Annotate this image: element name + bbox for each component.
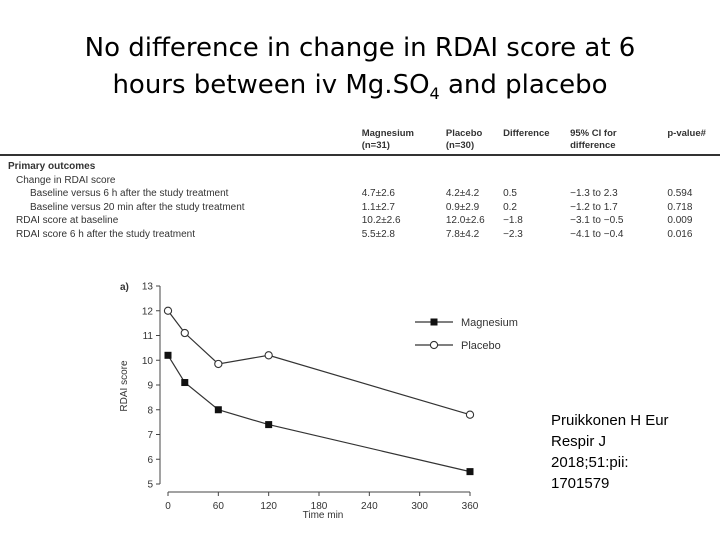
cell-difference: 0.5: [503, 188, 517, 199]
table-header-row: Magnesium (n=31) Placebo (n=30) Difference…: [0, 122, 720, 155]
cell-magnesium: 10.2±2.6: [361, 215, 401, 226]
table-row: RDAI score at baseline 10.2±2.6 12.0±2.6…: [0, 214, 720, 228]
legend-label: Placebo: [461, 340, 501, 352]
y-tick-label: 12: [142, 306, 154, 317]
data-point-magnesium: [164, 351, 172, 359]
x-tick-label: 360: [462, 501, 479, 512]
table-row: RDAI score 6 h after the study treatment…: [0, 228, 720, 242]
row-label: RDAI score 6 h after the study treatment: [16, 228, 195, 240]
data-point-magnesium: [214, 406, 222, 414]
y-tick-label: 10: [142, 356, 154, 367]
cell-ci: −1.3 to 2.3: [570, 188, 618, 199]
citation-line-1: Pruikkonen H Eur: [551, 412, 669, 429]
cell-p: 0.718: [667, 201, 693, 213]
cell-ci: −3.1 to −0.5: [570, 215, 624, 226]
y-tick-label: 6: [147, 455, 153, 466]
title-line-2-suffix: and placebo: [439, 70, 608, 100]
section-label: Primary outcomes: [8, 161, 96, 172]
x-tick-label: 0: [165, 501, 171, 512]
table-row: Baseline versus 20 min after the study t…: [0, 201, 720, 215]
y-tick-label: 9: [147, 381, 153, 392]
header-ci: 95% CI for difference: [570, 128, 617, 151]
data-point-placebo: [465, 410, 475, 419]
rdai-line-chart: a) 5 6 7 8 9 10 11 12 13 0 60 120 180 240 300 360 Magne…: [119, 282, 518, 522]
legend-marker-magnesium: [430, 318, 438, 326]
cell-magnesium: 4.7±2.6: [361, 188, 395, 199]
x-tick-label: 180: [311, 501, 328, 512]
group-row: Change in RDAI score: [0, 174, 720, 188]
x-tick-label: 300: [411, 501, 428, 512]
citation-line-2: Respir J: [551, 433, 607, 450]
cell-placebo: 7.8±4.2: [445, 228, 480, 240]
citation-line-4: 1701579: [551, 475, 610, 492]
cell-magnesium: 5.5±2.8: [361, 228, 395, 240]
header-p-value: p-value#: [667, 128, 706, 139]
data-point-placebo: [163, 306, 173, 315]
cell-difference: −1.8: [503, 215, 523, 226]
data-point-placebo: [264, 351, 273, 360]
header-magnesium: Magnesium (n=31): [361, 128, 414, 151]
row-label: Baseline versus 6 h after the study trea…: [30, 188, 229, 199]
x-tick-label: 120: [260, 501, 277, 512]
x-axis-label: Time min: [303, 510, 344, 521]
chart-legend: Magnesium Placebo: [415, 317, 518, 352]
row-label: RDAI score at baseline: [16, 215, 119, 226]
cell-placebo: 0.9±2.9: [445, 201, 480, 213]
header-blank: [0, 122, 358, 155]
cell-p: 0.016: [667, 228, 693, 240]
legend-marker-placebo: [429, 340, 439, 350]
results-table-container: Magnesium (n=31) Placebo (n=30) Difference…: [0, 122, 720, 241]
y-tick-label: 11: [143, 331, 154, 342]
chart-series-lines: [167, 310, 471, 473]
slide-title: No difference in change in RDAI score at…: [0, 30, 720, 112]
title-line-2: hours between iv Mg.SO4 and placebo: [0, 67, 720, 112]
results-table: Magnesium (n=31) Placebo (n=30) Difference…: [0, 122, 720, 241]
chart-axes: 5 6 7 8 9 10 11 12 13 0 60 120 180 240 300 360: [142, 282, 479, 513]
title-line-1: No difference in change in RDAI score at…: [84, 33, 636, 63]
citation: Pruikkonen H Eur Respir J 2018;51:pii: 1…: [551, 410, 711, 494]
x-tick-label: 60: [213, 501, 225, 512]
section-row: Primary outcomes: [0, 160, 720, 174]
data-point-placebo: [214, 359, 223, 369]
cell-ci: −1.2 to 1.7: [570, 201, 618, 213]
data-point-magnesium: [466, 468, 474, 476]
x-tick-label: 240: [361, 501, 378, 512]
cell-ci: −4.1 to −0.4: [570, 228, 624, 240]
cell-difference: 0.2: [503, 201, 517, 213]
series-line-magnesium: [167, 354, 471, 473]
cell-p: 0.594: [667, 188, 693, 199]
y-axis-label: RDAI score: [119, 360, 130, 412]
title-subscript: 4: [429, 84, 440, 104]
data-point-magnesium: [181, 379, 189, 387]
y-tick-label: 13: [142, 282, 154, 293]
y-tick-label: 8: [147, 405, 153, 416]
cell-magnesium: 1.1±2.7: [361, 201, 395, 213]
group-label: Change in RDAI score: [16, 174, 116, 186]
cell-placebo: 4.2±4.2: [445, 188, 480, 199]
series-line-placebo: [167, 310, 471, 416]
row-label: Baseline versus 20 min after the study t…: [30, 201, 245, 213]
header-rule: [0, 154, 720, 160]
y-tick-label: 7: [147, 430, 153, 441]
title-line-2-prefix: hours between iv Mg.SO: [112, 70, 430, 100]
data-point-magnesium: [265, 421, 273, 429]
data-point-placebo: [180, 328, 189, 338]
panel-label: a): [120, 282, 129, 293]
cell-placebo: 12.0±2.6: [445, 215, 485, 226]
y-tick-label: 5: [147, 480, 153, 491]
citation-line-3: 2018;51:pii:: [551, 454, 629, 471]
cell-difference: −2.3: [503, 228, 523, 240]
cell-p: 0.009: [667, 215, 693, 226]
header-difference: Difference: [503, 128, 550, 139]
legend-label: Magnesium: [461, 317, 518, 329]
chart-series-points: [163, 306, 475, 476]
table-row: Baseline versus 6 h after the study trea…: [0, 187, 720, 201]
header-placebo: Placebo (n=30): [445, 128, 483, 151]
